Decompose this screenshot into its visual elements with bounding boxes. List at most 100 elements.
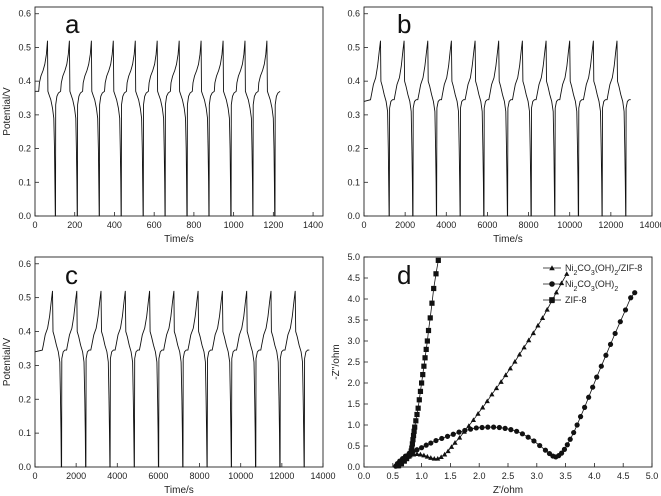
legend-text-part: 2 — [574, 286, 578, 293]
panel-tag: a — [65, 9, 80, 39]
circle-marker — [456, 429, 462, 435]
y-tick-label: 0.0 — [18, 211, 31, 221]
x-tick-label: 200 — [67, 220, 82, 230]
x-tick-label: 12000 — [269, 471, 294, 481]
gcd-curve — [363, 40, 631, 217]
y-tick-label: 0.5 — [347, 441, 360, 451]
x-tick-label: 14000 — [639, 220, 661, 230]
x-tick-label: 2000 — [66, 471, 86, 481]
y-tick-label: 2.0 — [347, 378, 360, 388]
triangle-marker — [431, 456, 437, 461]
square-marker — [431, 285, 437, 292]
y-tick-label: 2.5 — [347, 357, 360, 367]
x-tick-label: 5.0 — [646, 471, 659, 481]
square-marker — [435, 257, 441, 263]
x-tick-label: 0 — [32, 471, 37, 481]
triangle-marker — [480, 404, 486, 410]
circle-marker — [496, 424, 502, 431]
square-marker — [408, 448, 414, 454]
square-marker — [395, 463, 402, 469]
triangle-marker — [421, 452, 427, 458]
circle-marker — [558, 450, 565, 456]
circle-marker — [612, 330, 618, 337]
y-tick-label: 0.0 — [347, 462, 360, 472]
triangle-marker — [558, 280, 565, 286]
series-line-2 — [398, 260, 439, 467]
triangle-marker — [530, 330, 536, 336]
legend-text-part: (OH) — [595, 279, 615, 289]
y-tick-label: 0.2 — [347, 144, 360, 154]
triangle-marker — [544, 306, 550, 312]
y-tick-label: 0.2 — [18, 394, 31, 404]
circle-marker — [598, 363, 604, 369]
circle-marker — [603, 352, 609, 358]
x-tick-label: 4.0 — [588, 471, 601, 481]
circle-marker — [479, 424, 485, 431]
triangle-marker — [448, 444, 455, 449]
circle-marker — [491, 424, 497, 430]
x-tick-label: 12000 — [598, 220, 623, 230]
plot-frame — [34, 256, 324, 468]
y-tick-label: 0.1 — [18, 177, 31, 187]
triangle-marker — [424, 453, 430, 459]
y-tick-label: 0.1 — [18, 428, 31, 438]
square-marker — [398, 461, 405, 467]
legend-text-part: 3 — [591, 270, 595, 277]
x-tick-label: 4000 — [436, 220, 456, 230]
y-tick-label: 3.0 — [347, 336, 360, 346]
y-tick-label: 0.0 — [18, 462, 31, 472]
y-tick-label: 0.3 — [18, 360, 31, 370]
x-tick-label: 1200 — [263, 220, 283, 230]
circle-marker — [549, 281, 555, 287]
circle-marker — [531, 438, 537, 444]
circle-marker — [561, 446, 568, 452]
y-tick-label: 0.6 — [18, 9, 31, 19]
circle-marker — [519, 431, 526, 437]
x-axis-label: Time/s — [493, 234, 523, 245]
circle-marker — [462, 427, 468, 434]
circle-marker — [571, 429, 577, 436]
y-tick-label: 1.5 — [347, 399, 360, 409]
square-marker — [421, 363, 427, 369]
square-marker — [414, 411, 420, 418]
triangle-marker — [553, 289, 559, 295]
y-tick-label: 4.5 — [347, 273, 360, 283]
x-tick-label: 4000 — [107, 471, 127, 481]
circle-marker — [537, 442, 543, 449]
panel-tag: b — [397, 9, 411, 39]
triangle-marker — [489, 391, 495, 397]
triangle-marker — [417, 451, 424, 457]
circle-marker — [586, 394, 592, 400]
y-tick-label: 0.1 — [347, 177, 360, 187]
x-tick-label: 2000 — [395, 220, 415, 230]
x-tick-label: 1000 — [224, 220, 244, 230]
triangle-marker — [493, 385, 500, 391]
x-tick-label: 8000 — [190, 471, 210, 481]
y-tick-label: 3.5 — [347, 315, 360, 325]
x-tick-label: 800 — [186, 220, 201, 230]
circle-marker — [467, 426, 474, 432]
triangle-marker — [564, 271, 570, 276]
x-axis-label: Time/s — [164, 485, 194, 496]
x-tick-label: 1400 — [303, 220, 323, 230]
triangle-marker — [438, 454, 444, 459]
circle-marker — [564, 442, 570, 448]
y-tick-label: 0.4 — [347, 76, 360, 86]
x-tick-label: 14000 — [310, 471, 335, 481]
square-marker — [423, 346, 429, 352]
circle-marker — [423, 442, 429, 448]
circle-marker — [577, 414, 584, 420]
legend-entry-0: Ni2CO3(OH)2/ZIF-8 — [565, 263, 642, 277]
legend-text-part: 2 — [614, 286, 618, 293]
y-tick-label: 0.5 — [18, 42, 31, 52]
circle-marker — [439, 435, 445, 442]
triangle-marker — [470, 417, 477, 423]
circle-marker — [502, 425, 508, 431]
y-tick-label: 0.2 — [18, 144, 31, 154]
x-tick-label: 3.0 — [531, 471, 544, 481]
panel-c: 0 2000 4000 6000 8000 10000 12000 14000 0.0 0.1 0.… — [2, 256, 336, 496]
circle-marker — [628, 295, 634, 301]
x-tick-label: 400 — [107, 220, 122, 230]
triangle-marker — [452, 440, 458, 445]
square-marker — [417, 388, 424, 394]
